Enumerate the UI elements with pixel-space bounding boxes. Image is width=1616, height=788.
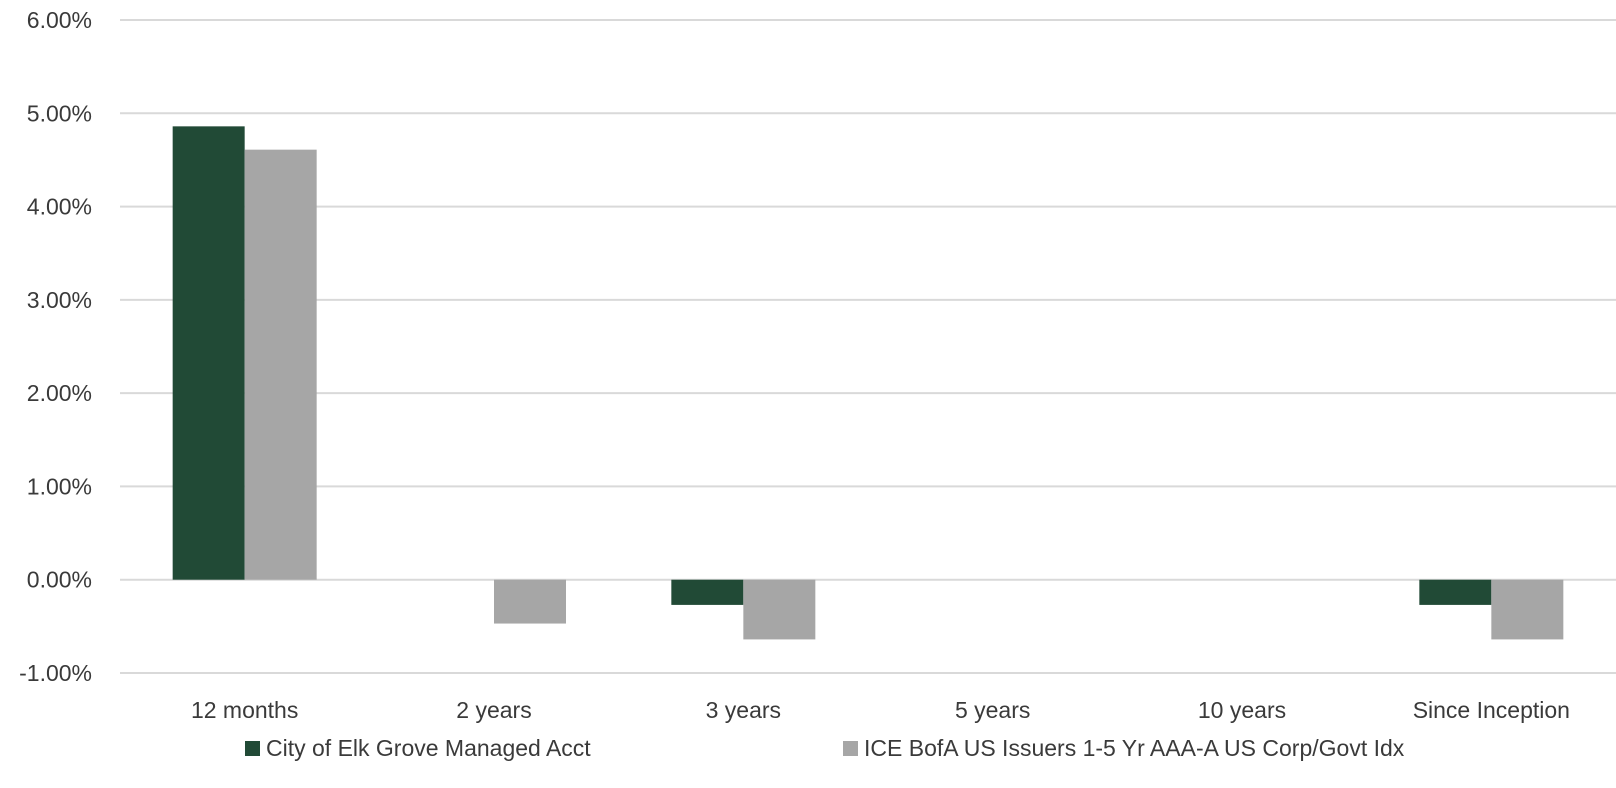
x-tick-label-12-months: 12 months (191, 697, 298, 723)
legend-label-benchmark: ICE BofA US Issuers 1-5 Yr AAA-A US Corp… (864, 735, 1405, 761)
x-tick-label-2-years: 2 years (456, 697, 531, 723)
legend-label-managed-acct: City of Elk Grove Managed Acct (266, 735, 591, 761)
bar-3-years-series-1 (671, 579, 744, 605)
y-tick-label: 4.00% (27, 194, 92, 220)
bars (172, 126, 1564, 640)
legend-item-benchmark: ICE BofA US Issuers 1-5 Yr AAA-A US Corp… (843, 735, 1404, 762)
x-axis-tick-labels: 12 months 2 years 3 years 5 years 10 years Si… (191, 697, 1570, 723)
y-tick-label: 5.00% (27, 100, 92, 126)
x-tick-label-5-years: 5 years (955, 697, 1030, 723)
legend-swatch-managed-acct (245, 741, 260, 756)
legend-swatch-benchmark (843, 741, 858, 756)
y-axis-tick-labels: 6.00% 5.00% 4.00% 3.00% 2.00% 1.00% 0.00% -1.00… (19, 7, 92, 686)
bar-chart: 6.00% 5.00% 4.00% 3.00% 2.00% 1.00% 0.00% -1.00… (19, 7, 1616, 723)
x-tick-label-10-years: 10 years (1198, 697, 1286, 723)
y-tick-label: 1.00% (27, 473, 92, 499)
bar-2-years-series-2 (494, 579, 566, 624)
x-tick-label-since-inception: Since Inception (1413, 697, 1570, 723)
bar-since-inception-series-1 (1419, 579, 1492, 605)
y-tick-label: -1.00% (19, 660, 92, 686)
y-tick-label: 3.00% (27, 287, 92, 313)
bar-since-inception-series-2 (1491, 579, 1564, 640)
y-tick-label: 6.00% (27, 7, 92, 33)
y-tick-label: 2.00% (27, 380, 92, 406)
bar-3-years-series-2 (743, 579, 816, 640)
legend-item-managed-acct: City of Elk Grove Managed Acct (245, 735, 591, 762)
gridlines (120, 19, 1616, 674)
y-tick-label: 0.00% (27, 567, 92, 593)
bar-12-months-series-1 (172, 126, 245, 580)
x-tick-label-3-years: 3 years (706, 697, 781, 723)
legend: City of Elk Grove Managed Acct ICE BofA … (0, 735, 1616, 775)
bar-12-months-series-2 (244, 149, 317, 580)
